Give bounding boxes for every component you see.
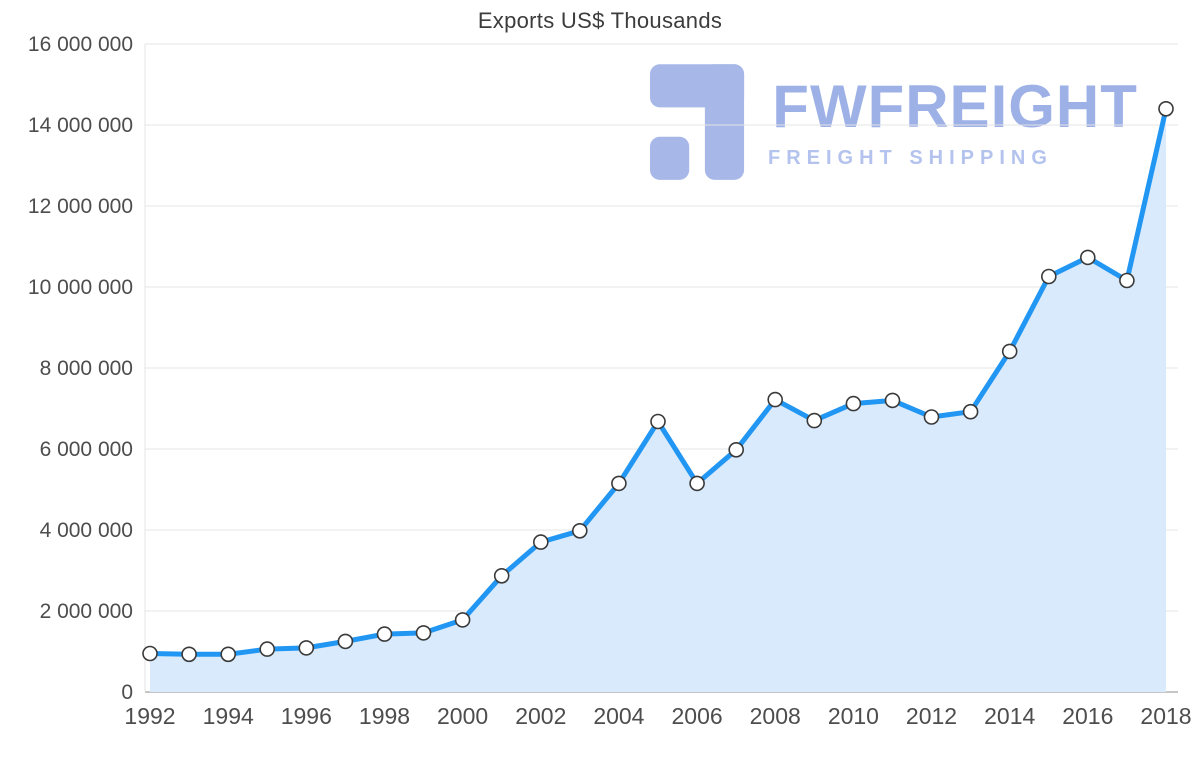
data-point-marker [650, 413, 666, 430]
x-tick-label: 2012 [906, 703, 957, 729]
fwfreight-logo-icon [650, 64, 745, 180]
data-point-marker [806, 412, 823, 429]
data-point-marker [259, 641, 276, 657]
data-point-marker [728, 441, 745, 458]
x-tick-label: 1996 [281, 703, 332, 729]
data-point-marker [493, 567, 510, 584]
y-tick-label: 8 000 000 [40, 357, 133, 380]
data-point-marker [923, 409, 940, 425]
data-point-marker [376, 626, 393, 642]
x-tick-label: 2000 [437, 703, 488, 729]
y-tick-label: 16 000 000 [28, 33, 133, 56]
data-point-marker [181, 646, 197, 663]
x-tick-label: 1998 [359, 703, 410, 729]
x-tick-label: 1992 [124, 703, 175, 729]
data-point-marker [1001, 343, 1018, 360]
data-point-marker [298, 640, 315, 656]
data-point-marker [767, 391, 784, 408]
brand-watermark: FWFREIGHT FREIGHT SHIPPING [650, 64, 1138, 182]
x-tick-label: 2002 [515, 703, 566, 729]
data-point-marker [415, 625, 432, 641]
data-point-marker [220, 646, 236, 663]
logo-bottom-block [650, 136, 690, 180]
logo-right-stem [704, 64, 745, 180]
brand-name: FWFREIGHT [772, 72, 1138, 140]
x-tick-label: 1994 [203, 703, 254, 729]
data-point-marker [1119, 272, 1135, 289]
x-tick-label: 2006 [672, 703, 723, 729]
brand-text-block: FWFREIGHT FREIGHT SHIPPING [768, 72, 1138, 170]
x-tick-label: 2004 [593, 703, 644, 729]
data-point-marker [845, 395, 862, 412]
y-tick-label: 0 [121, 681, 133, 704]
data-point-marker [337, 633, 354, 650]
data-point-marker [884, 392, 901, 409]
y-tick-label: 4 000 000 [40, 519, 133, 542]
data-point-marker [1041, 268, 1057, 285]
area-fill [150, 108, 1166, 693]
x-tick-label: 2018 [1140, 703, 1191, 729]
y-tick-label: 14 000 000 [28, 114, 133, 137]
y-tick-label: 6 000 000 [40, 438, 133, 461]
x-tick-label: 2010 [828, 703, 879, 729]
data-point-marker [532, 534, 549, 550]
data-point-marker [611, 475, 627, 492]
y-tick-label: 10 000 000 [28, 276, 133, 299]
data-point-marker [454, 612, 471, 628]
data-point-marker [571, 522, 588, 539]
data-point-marker [142, 645, 158, 662]
x-tick-label: 2008 [750, 703, 801, 729]
x-tick-label: 2014 [984, 703, 1035, 729]
data-point-marker [1158, 101, 1174, 117]
y-tick-label: 12 000 000 [28, 195, 133, 218]
brand-tagline: FREIGHT SHIPPING [768, 146, 1053, 169]
chart-title: Exports US$ Thousands [477, 8, 723, 33]
data-point-marker [1080, 249, 1096, 266]
x-tick-label: 2016 [1062, 703, 1113, 729]
data-point-marker [962, 403, 979, 420]
y-tick-label: 2 000 000 [40, 600, 133, 623]
data-point-marker [689, 475, 705, 492]
